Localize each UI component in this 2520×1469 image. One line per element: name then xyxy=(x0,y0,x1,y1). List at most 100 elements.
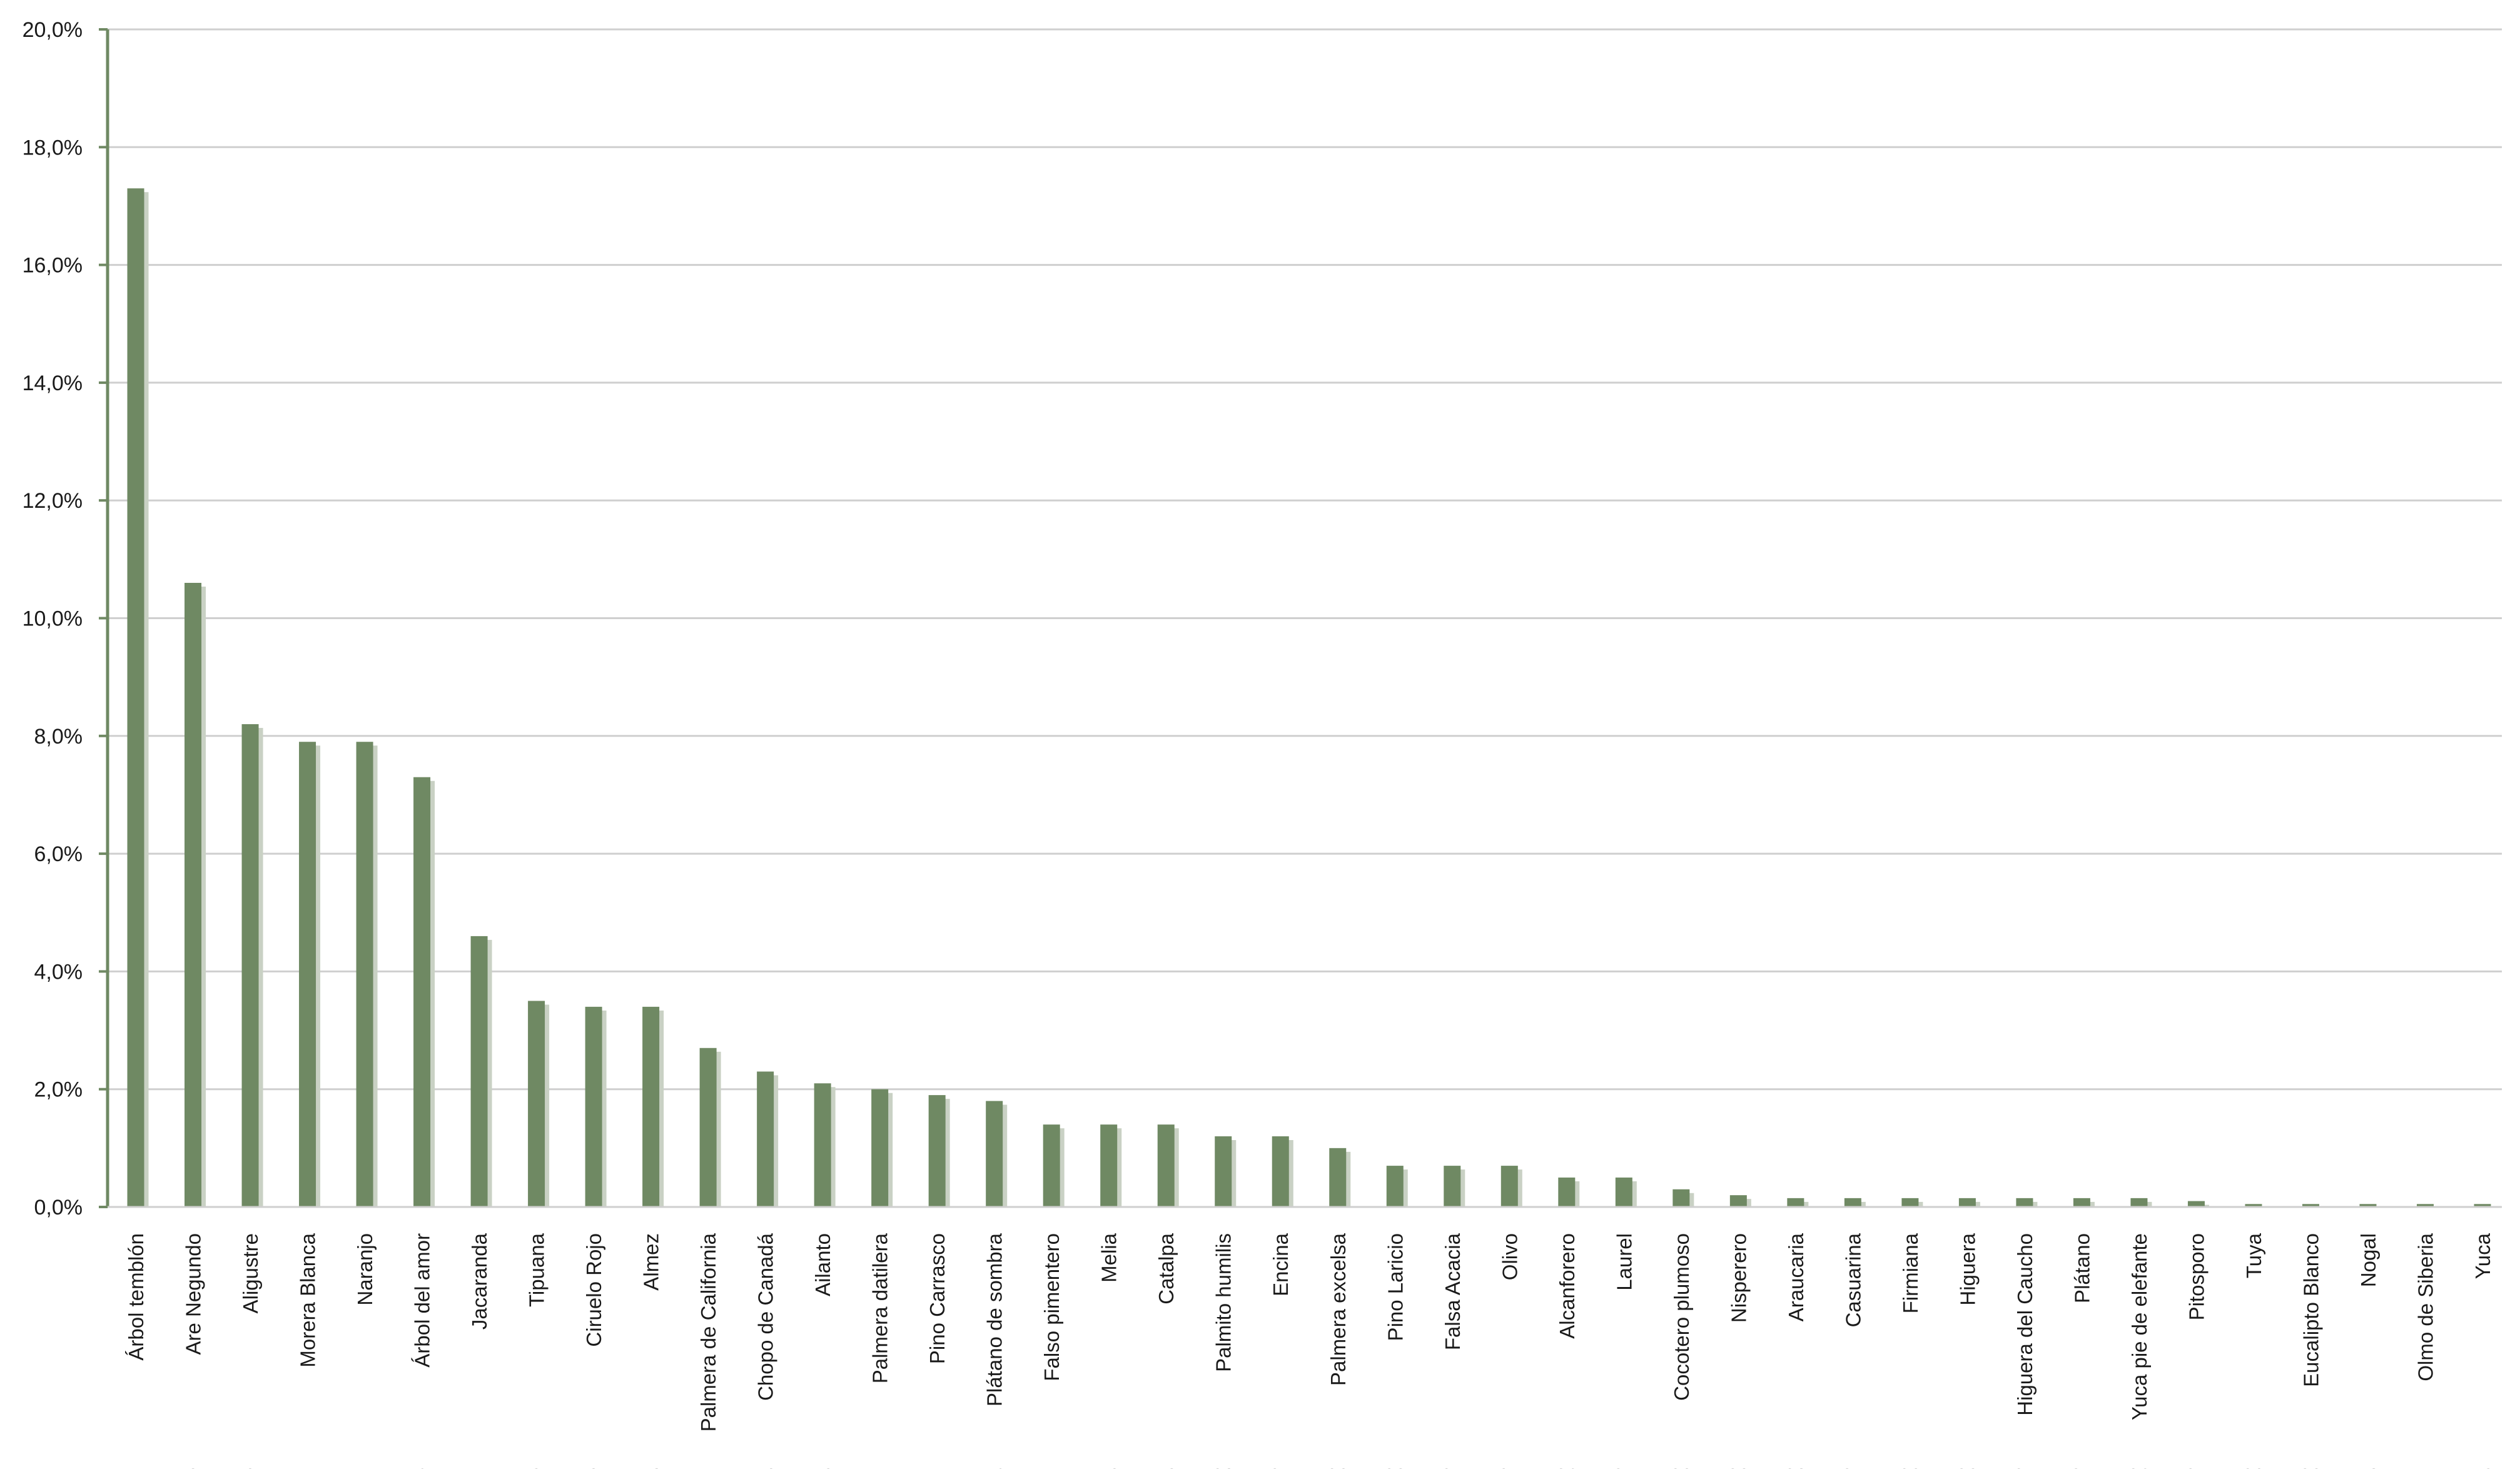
x-rank-label: 11 xyxy=(697,1465,719,1469)
x-category-label: Firmiana xyxy=(1899,1233,1922,1313)
x-category-label: Ailanto xyxy=(811,1233,834,1296)
x-rank-label: 4 xyxy=(301,1465,313,1469)
x-category-label: Almez xyxy=(640,1233,663,1291)
y-tick-label: 0,0% xyxy=(34,1196,83,1219)
bar xyxy=(1844,1198,1861,1207)
x-category-label: Pitosporo xyxy=(2185,1233,2208,1320)
x-category-label: Casuarina xyxy=(1841,1233,1865,1327)
x-rank-label: 12 xyxy=(754,1465,777,1469)
x-category-label: Plátano xyxy=(2070,1233,2093,1303)
x-rank-label: 16 xyxy=(983,1465,1006,1469)
y-tick-label: 12,0% xyxy=(23,489,83,513)
x-category-label: Palmera excelsa xyxy=(1327,1233,1350,1386)
x-rank-labels: 1234567891011121314151617181920212223242… xyxy=(130,1465,2494,1469)
x-category-label: Plátano de sombra xyxy=(983,1233,1006,1406)
bar xyxy=(1329,1148,1347,1207)
x-rank-label: 23 xyxy=(1384,1465,1407,1469)
x-rank-label: 3 xyxy=(245,1465,256,1469)
bar xyxy=(699,1047,717,1207)
bar xyxy=(2130,1198,2148,1207)
y-tick-label: 8,0% xyxy=(34,725,83,749)
x-rank-label: 18 xyxy=(1097,1465,1120,1469)
x-category-label: Palmito humilis xyxy=(1212,1233,1235,1372)
bar xyxy=(814,1083,831,1207)
x-category-label: Nogal xyxy=(2357,1233,2380,1287)
x-category-label: Alcanforero xyxy=(1556,1233,1579,1339)
bar xyxy=(2016,1198,2033,1207)
bar xyxy=(1215,1136,1232,1207)
x-category-label: Yuca pie de elefante xyxy=(2128,1233,2151,1420)
x-rank-label: 40 xyxy=(2357,1465,2380,1469)
bar xyxy=(1272,1136,1289,1207)
x-category-label: Árbol del amor xyxy=(411,1233,434,1368)
bar xyxy=(241,724,259,1207)
x-category-label: Pino Carrasco xyxy=(926,1233,949,1364)
x-category-label: Palmera de California xyxy=(697,1233,720,1431)
x-rank-label: 5 xyxy=(359,1465,370,1469)
bar xyxy=(2359,1204,2377,1207)
x-category-label: Araucaria xyxy=(1784,1233,1808,1321)
gridlines xyxy=(99,28,2502,1208)
x-rank-label: 24 xyxy=(1440,1465,1464,1469)
x-rank-label: 32 xyxy=(1899,1465,1922,1469)
y-tick-label: 10,0% xyxy=(23,607,83,631)
bar xyxy=(757,1071,774,1207)
x-rank-label: 33 xyxy=(1956,1465,1979,1469)
x-rank-label: 37 xyxy=(2185,1465,2208,1469)
x-category-label: Pino Laricio xyxy=(1384,1233,1407,1341)
x-rank-label: 30 xyxy=(1784,1465,1807,1469)
x-category-label: Falsa Acacia xyxy=(1441,1233,1464,1350)
x-category-label: Eucalipto Blanco xyxy=(2299,1233,2322,1387)
bar xyxy=(642,1006,660,1207)
x-rank-label: 42 xyxy=(2471,1465,2494,1469)
bar xyxy=(1500,1166,1518,1207)
x-category-label: Melia xyxy=(1098,1233,1121,1283)
x-rank-label: 26 xyxy=(1555,1465,1578,1469)
x-rank-label: 22 xyxy=(1326,1465,1349,1469)
y-tick-label: 18,0% xyxy=(23,136,83,159)
bar xyxy=(2245,1204,2262,1207)
x-category-label: Olivo xyxy=(1498,1233,1521,1280)
x-category-label: Falso pimentero xyxy=(1040,1233,1063,1381)
y-tick-label: 16,0% xyxy=(23,254,83,278)
bar xyxy=(185,583,202,1207)
y-tick-labels: 0,0% 2,0% 4,0% 6,0% 8,0% 10,0% 12,0% 14,0% 16,0%… xyxy=(23,18,83,1219)
x-rank-label: 15 xyxy=(926,1465,949,1469)
x-rank-label: 1 xyxy=(130,1465,141,1469)
bar xyxy=(1386,1166,1404,1207)
bar xyxy=(2474,1204,2491,1207)
bar xyxy=(1787,1198,1804,1207)
x-rank-label: 31 xyxy=(1841,1465,1865,1469)
y-tick-label: 6,0% xyxy=(34,842,83,866)
x-rank-label: 13 xyxy=(811,1465,834,1469)
x-rank-label: 34 xyxy=(2013,1465,2037,1469)
bar xyxy=(1157,1124,1175,1207)
x-rank-label: 17 xyxy=(1040,1465,1063,1469)
x-rank-label: 21 xyxy=(1269,1465,1292,1469)
bar xyxy=(528,1001,545,1207)
bar xyxy=(2416,1204,2434,1207)
bar xyxy=(356,742,373,1207)
x-rank-label: 14 xyxy=(868,1465,891,1469)
x-rank-label: 27 xyxy=(1612,1465,1636,1469)
bar xyxy=(2187,1201,2205,1207)
bar xyxy=(1672,1189,1690,1207)
x-category-label: Palmera datilera xyxy=(869,1233,892,1383)
x-category-label: Árbol temblón xyxy=(124,1233,148,1361)
x-rank-label: 8 xyxy=(530,1465,542,1469)
y-tick-label: 14,0% xyxy=(23,371,83,395)
bar xyxy=(1615,1177,1632,1207)
bar xyxy=(871,1089,889,1207)
x-category-label: Cocotero plumoso xyxy=(1670,1233,1693,1401)
x-rank-label: 28 xyxy=(1669,1465,1693,1469)
x-category-label: Laurel xyxy=(1612,1233,1636,1291)
bar xyxy=(1100,1124,1118,1207)
x-category-labels: Árbol temblón Are Negundo Aligustre Morera … xyxy=(124,1233,2494,1431)
x-rank-label: 39 xyxy=(2299,1465,2322,1469)
x-category-label: Higuera del Caucho xyxy=(2013,1233,2037,1416)
x-rank-label: 35 xyxy=(2070,1465,2093,1469)
bar xyxy=(1444,1166,1461,1207)
bar xyxy=(127,188,144,1208)
x-category-label: Naranjo xyxy=(353,1233,377,1306)
